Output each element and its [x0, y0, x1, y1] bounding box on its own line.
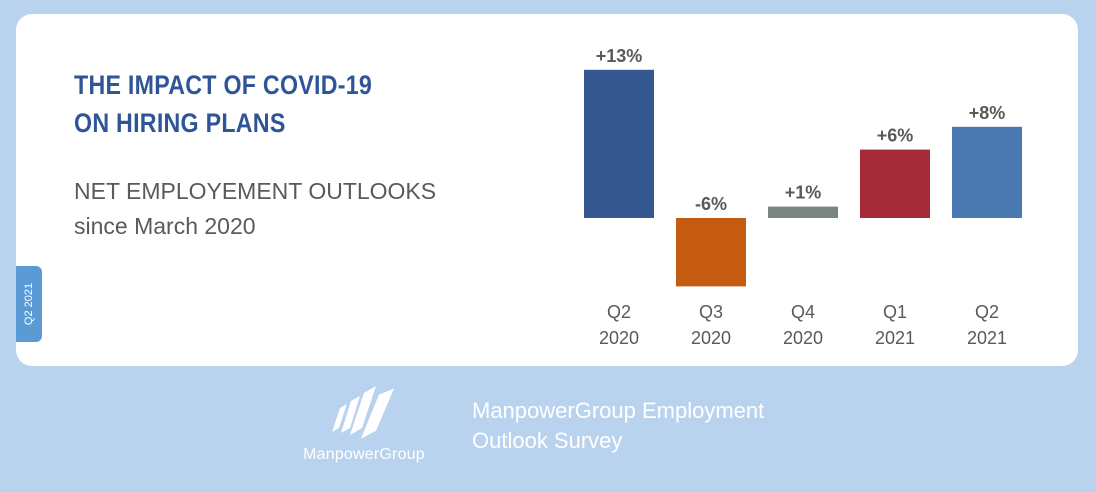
data-label: +1% — [785, 183, 822, 203]
subtitle-line-2: since March 2020 — [74, 213, 256, 239]
manpowergroup-logo: ManpowerGroup — [284, 384, 444, 474]
tick-label: Q2 — [607, 302, 631, 322]
bar-chart: +13% Q2 2020 -6% Q3 2020 +1% Q4 2020 +6% Q1 2021 +8%… — [584, 46, 1022, 348]
title-line-1: THE IMPACT OF COVID-19 — [74, 70, 373, 100]
tick-label: Q1 — [883, 302, 907, 322]
bar-q3-2020 — [676, 218, 746, 287]
survey-name: ManpowerGroup Employment Outlook Survey — [472, 396, 764, 456]
data-label: +8% — [969, 103, 1006, 123]
bar-q2-2021 — [952, 126, 1022, 218]
data-label: +6% — [877, 126, 914, 146]
bar-q4-2020 — [768, 206, 838, 218]
logo-text: ManpowerGroup — [303, 446, 425, 463]
tick-label: 2021 — [875, 328, 915, 348]
tick-label: 2021 — [967, 328, 1007, 348]
tick-label: Q3 — [699, 302, 723, 322]
subtitle-line-1: NET EMPLOYEMENT OUTLOOKS — [74, 178, 437, 204]
tick-label: Q2 — [975, 302, 999, 322]
chart-title: THE IMPACT OF COVID-19 ON HIRING PLANS — [74, 66, 372, 142]
title-line-2: ON HIRING PLANS — [74, 108, 286, 138]
survey-name-line-2: Outlook Survey — [472, 428, 623, 453]
data-label: -6% — [695, 194, 727, 214]
tick-label: 2020 — [691, 328, 731, 348]
tick-label: 2020 — [783, 328, 823, 348]
bar-q1-2021 — [860, 149, 930, 218]
bar-q2-2020 — [584, 69, 654, 218]
data-label: +13% — [596, 46, 643, 66]
chart-card: THE IMPACT OF COVID-19 ON HIRING PLANS N… — [16, 14, 1078, 366]
side-tab: Q2 2021 — [16, 266, 42, 342]
tick-label: 2020 — [599, 328, 639, 348]
tick-label: Q4 — [791, 302, 815, 322]
survey-name-line-1: ManpowerGroup Employment — [472, 398, 765, 423]
manpowergroup-logo-icon — [332, 386, 394, 439]
chart-subtitle: NET EMPLOYEMENT OUTLOOKS since March 202… — [74, 174, 436, 244]
